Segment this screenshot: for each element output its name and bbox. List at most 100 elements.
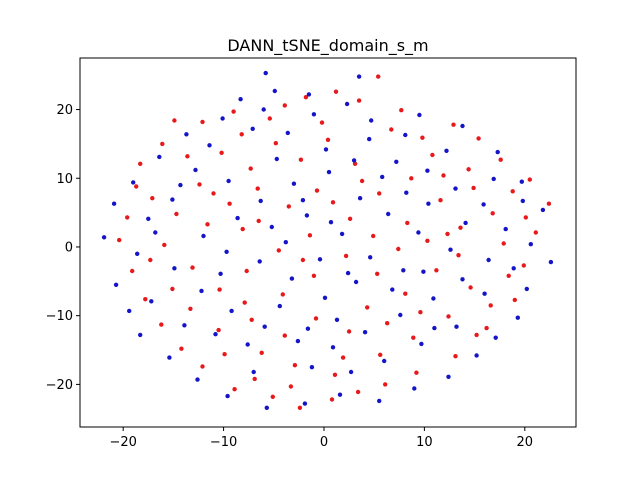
scatter-point-s1-62 bbox=[386, 211, 391, 217]
scatter-point-s1-20 bbox=[302, 401, 308, 406]
scatter-point-s1-111 bbox=[463, 220, 468, 226]
scatter-point-s1-48 bbox=[330, 345, 336, 350]
scatter-point-s1-14 bbox=[493, 335, 498, 340]
scatter-point-s0-17 bbox=[159, 322, 164, 327]
scatter-point-s0-32 bbox=[533, 230, 538, 235]
scatter-point-s1-99 bbox=[311, 112, 317, 117]
scatter-point-s0-26 bbox=[383, 382, 388, 387]
scatter-point-s1-7 bbox=[460, 123, 465, 129]
scatter-point-s0-35 bbox=[498, 157, 503, 162]
scatter-point-s0-109 bbox=[256, 218, 261, 224]
scatter-point-s0-90 bbox=[506, 273, 511, 278]
scatter-point-s1-50 bbox=[262, 324, 267, 329]
scatter-point-s1-25 bbox=[138, 332, 143, 338]
scatter-point-s0-34 bbox=[527, 177, 532, 182]
scatter-point-s0-4 bbox=[356, 98, 362, 103]
scatter-point-s1-114 bbox=[432, 325, 437, 331]
scatter-point-s0-101 bbox=[510, 189, 515, 194]
scatter-point-s1-68 bbox=[322, 295, 328, 300]
scatter-point-s0-25 bbox=[355, 389, 361, 395]
scatter-point-s0-61 bbox=[174, 211, 179, 217]
scatter-point-s1-94 bbox=[520, 198, 525, 204]
scatter-point-s1-36 bbox=[323, 147, 329, 152]
scatter-point-s1-2 bbox=[306, 92, 312, 97]
plot-frame bbox=[79, 57, 577, 428]
scatter-point-s1-21 bbox=[264, 405, 269, 410]
scatter-point-s0-58 bbox=[276, 248, 281, 253]
scatter-point-s1-15 bbox=[474, 353, 479, 358]
scatter-point-s0-84 bbox=[332, 372, 338, 377]
scatter-point-s1-69 bbox=[289, 276, 295, 281]
scatter-point-s0-1 bbox=[333, 89, 339, 94]
scatter-point-s0-43 bbox=[405, 220, 410, 226]
scatter-point-s1-45 bbox=[431, 296, 436, 301]
y-tick-label-2: 0 bbox=[65, 240, 73, 255]
scatter-point-s0-108 bbox=[330, 200, 336, 205]
scatter-point-s0-31 bbox=[521, 263, 526, 268]
scatter-point-s0-56 bbox=[347, 216, 353, 221]
scatter-point-s1-118 bbox=[328, 220, 334, 225]
scatter-point-s0-39 bbox=[438, 198, 443, 203]
scatter-point-s1-86 bbox=[309, 365, 315, 370]
scatter-point-s0-62 bbox=[162, 242, 167, 248]
scatter-point-s1-98 bbox=[369, 118, 374, 123]
scatter-point-s0-107 bbox=[300, 257, 306, 263]
scatter-point-s1-5 bbox=[344, 101, 350, 107]
scatter-point-s1-61 bbox=[357, 196, 363, 201]
scatter-point-s0-37 bbox=[430, 152, 435, 158]
scatter-point-s0-50 bbox=[219, 150, 224, 155]
scatter-point-s1-76 bbox=[339, 231, 345, 237]
scatter-point-s0-103 bbox=[385, 321, 390, 326]
scatter-point-s0-14 bbox=[117, 237, 122, 243]
scatter-point-s0-13 bbox=[125, 215, 130, 220]
scatter-point-s1-27 bbox=[113, 282, 119, 287]
scatter-point-s1-3 bbox=[272, 88, 277, 94]
scatter-point-s1-35 bbox=[285, 130, 290, 136]
scatter-point-s0-30 bbox=[512, 297, 517, 303]
scatter-point-s0-78 bbox=[282, 333, 287, 338]
scatter-point-s1-32 bbox=[184, 132, 189, 137]
scatter-point-s0-112 bbox=[340, 355, 346, 360]
scatter-point-s1-8 bbox=[495, 149, 500, 155]
scatter-point-s1-109 bbox=[426, 201, 431, 206]
scatter-point-s1-81 bbox=[334, 317, 340, 322]
scatter-point-s1-116 bbox=[404, 190, 409, 195]
scatter-point-s0-96 bbox=[267, 116, 272, 121]
scatter-point-s1-70 bbox=[257, 259, 262, 264]
scatter-point-s1-80 bbox=[283, 240, 288, 245]
scatter-point-s0-105 bbox=[170, 286, 175, 292]
scatter-point-s0-10 bbox=[160, 141, 165, 147]
scatter-point-s1-115 bbox=[178, 182, 183, 188]
scatter-point-s0-104 bbox=[222, 352, 227, 357]
scatter-point-s0-98 bbox=[389, 127, 394, 132]
scatter-point-s0-59 bbox=[240, 226, 245, 232]
scatter-point-s0-73 bbox=[446, 314, 451, 319]
scatter-point-s1-84 bbox=[213, 332, 218, 337]
scatter-point-s0-27 bbox=[414, 370, 419, 375]
scatter-point-s1-29 bbox=[111, 201, 117, 206]
scatter-point-s1-37 bbox=[367, 136, 372, 142]
scatter-point-s0-53 bbox=[255, 186, 260, 191]
x-tick-label-1: −10 bbox=[210, 435, 237, 450]
scatter-point-s0-114 bbox=[211, 191, 216, 196]
scatter-point-s0-117 bbox=[242, 300, 247, 305]
scatter-point-s1-40 bbox=[453, 186, 458, 191]
scatter-point-s1-63 bbox=[416, 230, 421, 235]
scatter-point-s0-82 bbox=[259, 350, 264, 355]
scatter-point-s1-57 bbox=[226, 178, 231, 184]
scatter-point-s1-64 bbox=[448, 247, 453, 252]
scatter-point-s0-36 bbox=[476, 136, 481, 141]
scatter-point-s1-67 bbox=[353, 279, 359, 285]
scatter-point-s1-88 bbox=[382, 358, 387, 364]
scatter-point-s0-65 bbox=[244, 268, 249, 274]
scatter-point-s0-70 bbox=[403, 291, 408, 296]
scatter-point-s0-12 bbox=[150, 196, 155, 201]
scatter-point-s1-106 bbox=[345, 270, 351, 276]
scatter-point-s0-77 bbox=[313, 316, 319, 321]
scatter-point-s1-65 bbox=[421, 269, 426, 274]
scatter-point-s1-22 bbox=[225, 393, 230, 399]
scatter-point-s1-47 bbox=[362, 330, 368, 335]
scatter-point-s1-107 bbox=[380, 174, 385, 180]
scatter-point-s1-23 bbox=[195, 377, 200, 382]
